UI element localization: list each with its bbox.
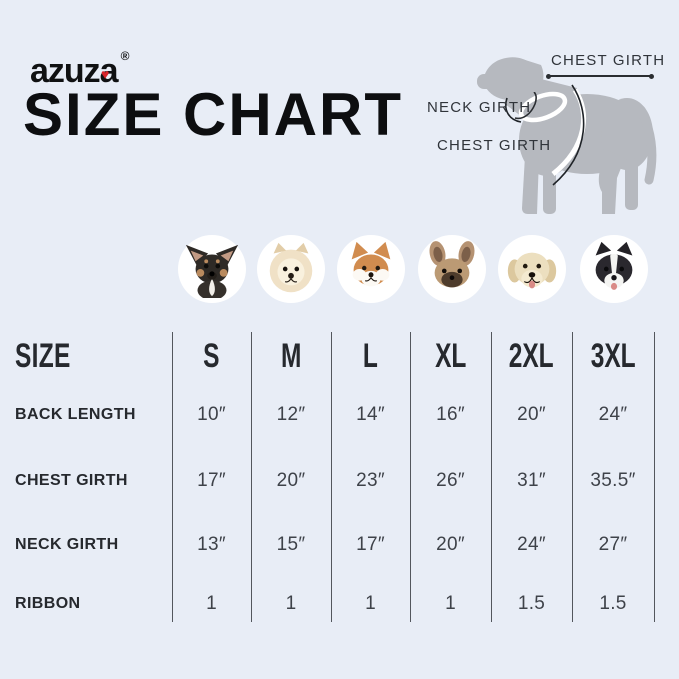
row-label: BACK LENGTH — [15, 406, 136, 423]
cell-value: 17″ — [356, 534, 385, 555]
harness-straps — [505, 84, 587, 186]
cell-value: 27″ — [598, 534, 628, 555]
shiba-inu-icon — [351, 241, 391, 287]
neck-pointer-curve — [514, 92, 537, 120]
table-row-ribbon: RIBBON 1 1 1 1 1.5 1.5 — [0, 576, 654, 632]
row-label: RIBBON — [15, 595, 81, 612]
dog-photo-border-collie — [580, 235, 648, 303]
table-row-chest-girth: CHEST GIRTH 17″ 20″ 23″ 26″ 31″ 35.5″ — [0, 448, 654, 514]
cell-value: 26″ — [436, 470, 465, 491]
cell-value: 20″ — [517, 404, 546, 425]
pomeranian-icon — [269, 242, 313, 293]
column-header-3xl: 3XL — [590, 337, 636, 375]
cell-value: 12″ — [276, 404, 306, 425]
cell-value: 17″ — [197, 470, 226, 491]
table-divider — [331, 332, 332, 622]
cell-value: 23″ — [356, 470, 385, 491]
cell-value: 1.5 — [517, 593, 546, 614]
dog-photo-shiba-inu — [337, 235, 405, 303]
dog-photo-french-bulldog — [418, 235, 486, 303]
registered-trademark: ® — [120, 49, 130, 63]
table-divider — [654, 332, 655, 622]
table-divider — [572, 332, 573, 622]
column-header-m: M — [280, 337, 302, 375]
brand-name: azuza — [30, 52, 119, 90]
table-row-neck-girth: NECK GIRTH 13″ 15″ 17″ 20″ 24″ 27″ — [0, 514, 654, 576]
labrador-icon — [507, 252, 557, 289]
french-bulldog-icon — [429, 241, 475, 288]
dog-photo-chihuahua — [178, 235, 246, 303]
column-header-s: S — [203, 337, 220, 375]
cell-value: 15″ — [276, 534, 306, 555]
brand-logo: azuza ® ♥ — [30, 50, 129, 90]
cell-value: 1 — [206, 593, 217, 614]
border-collie-icon — [595, 241, 633, 290]
cell-value: 1 — [445, 593, 456, 614]
table-header-row: SIZE S M L XL 2XL 3XL — [0, 330, 654, 382]
cell-value: 1.5 — [599, 593, 627, 614]
table-divider — [491, 332, 492, 622]
row-label: NECK GIRTH — [15, 536, 119, 553]
cell-value: 24″ — [517, 534, 546, 555]
page-title: SIZE CHART — [23, 81, 403, 148]
diagram-neck-label: NECK GIRTH — [427, 99, 532, 116]
cell-value: 31″ — [517, 470, 546, 491]
measurement-diagram: CHEST GIRTH NECK GIRTH CHEST GIRTH — [413, 42, 679, 232]
table-row-back-length: BACK LENGTH 10″ 12″ 14″ 16″ 20″ 24″ — [0, 382, 654, 448]
cell-value: 16″ — [436, 404, 465, 425]
cell-value: 14″ — [356, 404, 385, 425]
cell-value: 13″ — [197, 534, 226, 555]
size-header: SIZE — [15, 337, 71, 375]
chihuahua-icon — [185, 244, 239, 298]
cell-value: 24″ — [598, 404, 628, 425]
diagram-top-label: CHEST GIRTH — [551, 52, 666, 69]
cell-value: 1 — [365, 593, 376, 614]
cell-value: 20″ — [276, 470, 306, 491]
dog-silhouette-icon — [477, 57, 657, 214]
cell-value: 35.5″ — [590, 470, 636, 491]
cell-value: 20″ — [436, 534, 465, 555]
back-measure-line — [546, 73, 654, 79]
diagram-chest-label: CHEST GIRTH — [437, 137, 552, 154]
table-divider — [251, 332, 252, 622]
row-label: CHEST GIRTH — [15, 472, 128, 489]
cell-value: 1 — [285, 593, 297, 614]
heart-icon: ♥ — [101, 66, 110, 82]
dog-photo-pomeranian — [257, 235, 325, 303]
column-header-xl: XL — [434, 337, 467, 375]
cell-value: 10″ — [197, 404, 226, 425]
table-divider — [410, 332, 411, 622]
column-header-2xl: 2XL — [509, 337, 554, 375]
table-divider — [172, 332, 173, 622]
column-header-l: L — [363, 337, 378, 375]
dog-photo-labrador — [498, 235, 566, 303]
